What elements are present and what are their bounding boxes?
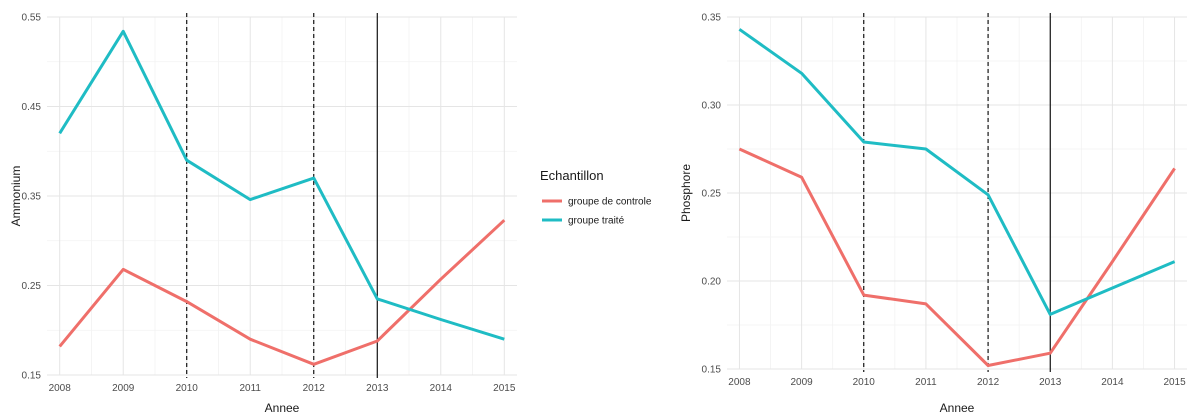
x-axis-title: Annee: [940, 401, 975, 414]
y-tick-label: 0.45: [22, 102, 42, 113]
x-tick-label: 2009: [112, 383, 135, 394]
x-tick-label: 2010: [853, 377, 876, 388]
y-tick-label: 0.35: [702, 13, 722, 24]
x-tick-label: 2008: [728, 377, 751, 388]
y-tick-label: 0.15: [702, 365, 722, 376]
ammonium-chart: 0.15 0.25 0.35 0.45 0.55 2008 2009 2010 2011 2012…: [9, 13, 517, 414]
x-axis-title: Annee: [265, 401, 300, 414]
y-tick-label: 0.55: [22, 13, 42, 24]
x-tick-label: 2015: [1163, 377, 1186, 388]
legend-title: Echantillon: [540, 168, 604, 183]
series-line-controle: [58, 219, 506, 366]
legend-label-traite: groupe traité: [568, 216, 625, 227]
y-tick-label: 0.20: [702, 277, 722, 288]
y-tick-label: 0.15: [22, 371, 42, 382]
x-tick-label: 2014: [430, 383, 453, 394]
y-axis-title: Phosphore: [679, 164, 693, 222]
x-tick-label: 2013: [366, 383, 389, 394]
x-tick-label: 2014: [1101, 377, 1124, 388]
series-line-traite: [738, 28, 1176, 316]
legend-label-controle: groupe de controle: [568, 197, 652, 208]
y-tick-label: 0.30: [702, 101, 722, 112]
x-tick-label: 2015: [493, 383, 516, 394]
x-tick-label: 2010: [176, 383, 199, 394]
series-line-traite: [58, 29, 505, 341]
x-tick-label: 2012: [303, 383, 326, 394]
y-tick-label: 0.35: [22, 192, 42, 203]
y-axis-title: Ammonium: [9, 166, 23, 227]
x-tick-label: 2011: [915, 377, 937, 388]
x-tick-label: 2011: [239, 383, 261, 394]
x-tick-label: 2009: [790, 377, 813, 388]
x-tick-label: 2012: [977, 377, 1000, 388]
phosphore-chart: 0.15 0.20 0.25 0.30 0.35 2008 2009 2010 2011 2012…: [679, 13, 1187, 414]
y-tick-label: 0.25: [22, 281, 42, 292]
legend: Echantillon groupe de controle groupe tr…: [540, 168, 652, 227]
y-tick-label: 0.25: [702, 189, 722, 200]
x-tick-label: 2013: [1039, 377, 1062, 388]
x-tick-label: 2008: [49, 383, 72, 394]
series-line-controle: [738, 147, 1176, 367]
